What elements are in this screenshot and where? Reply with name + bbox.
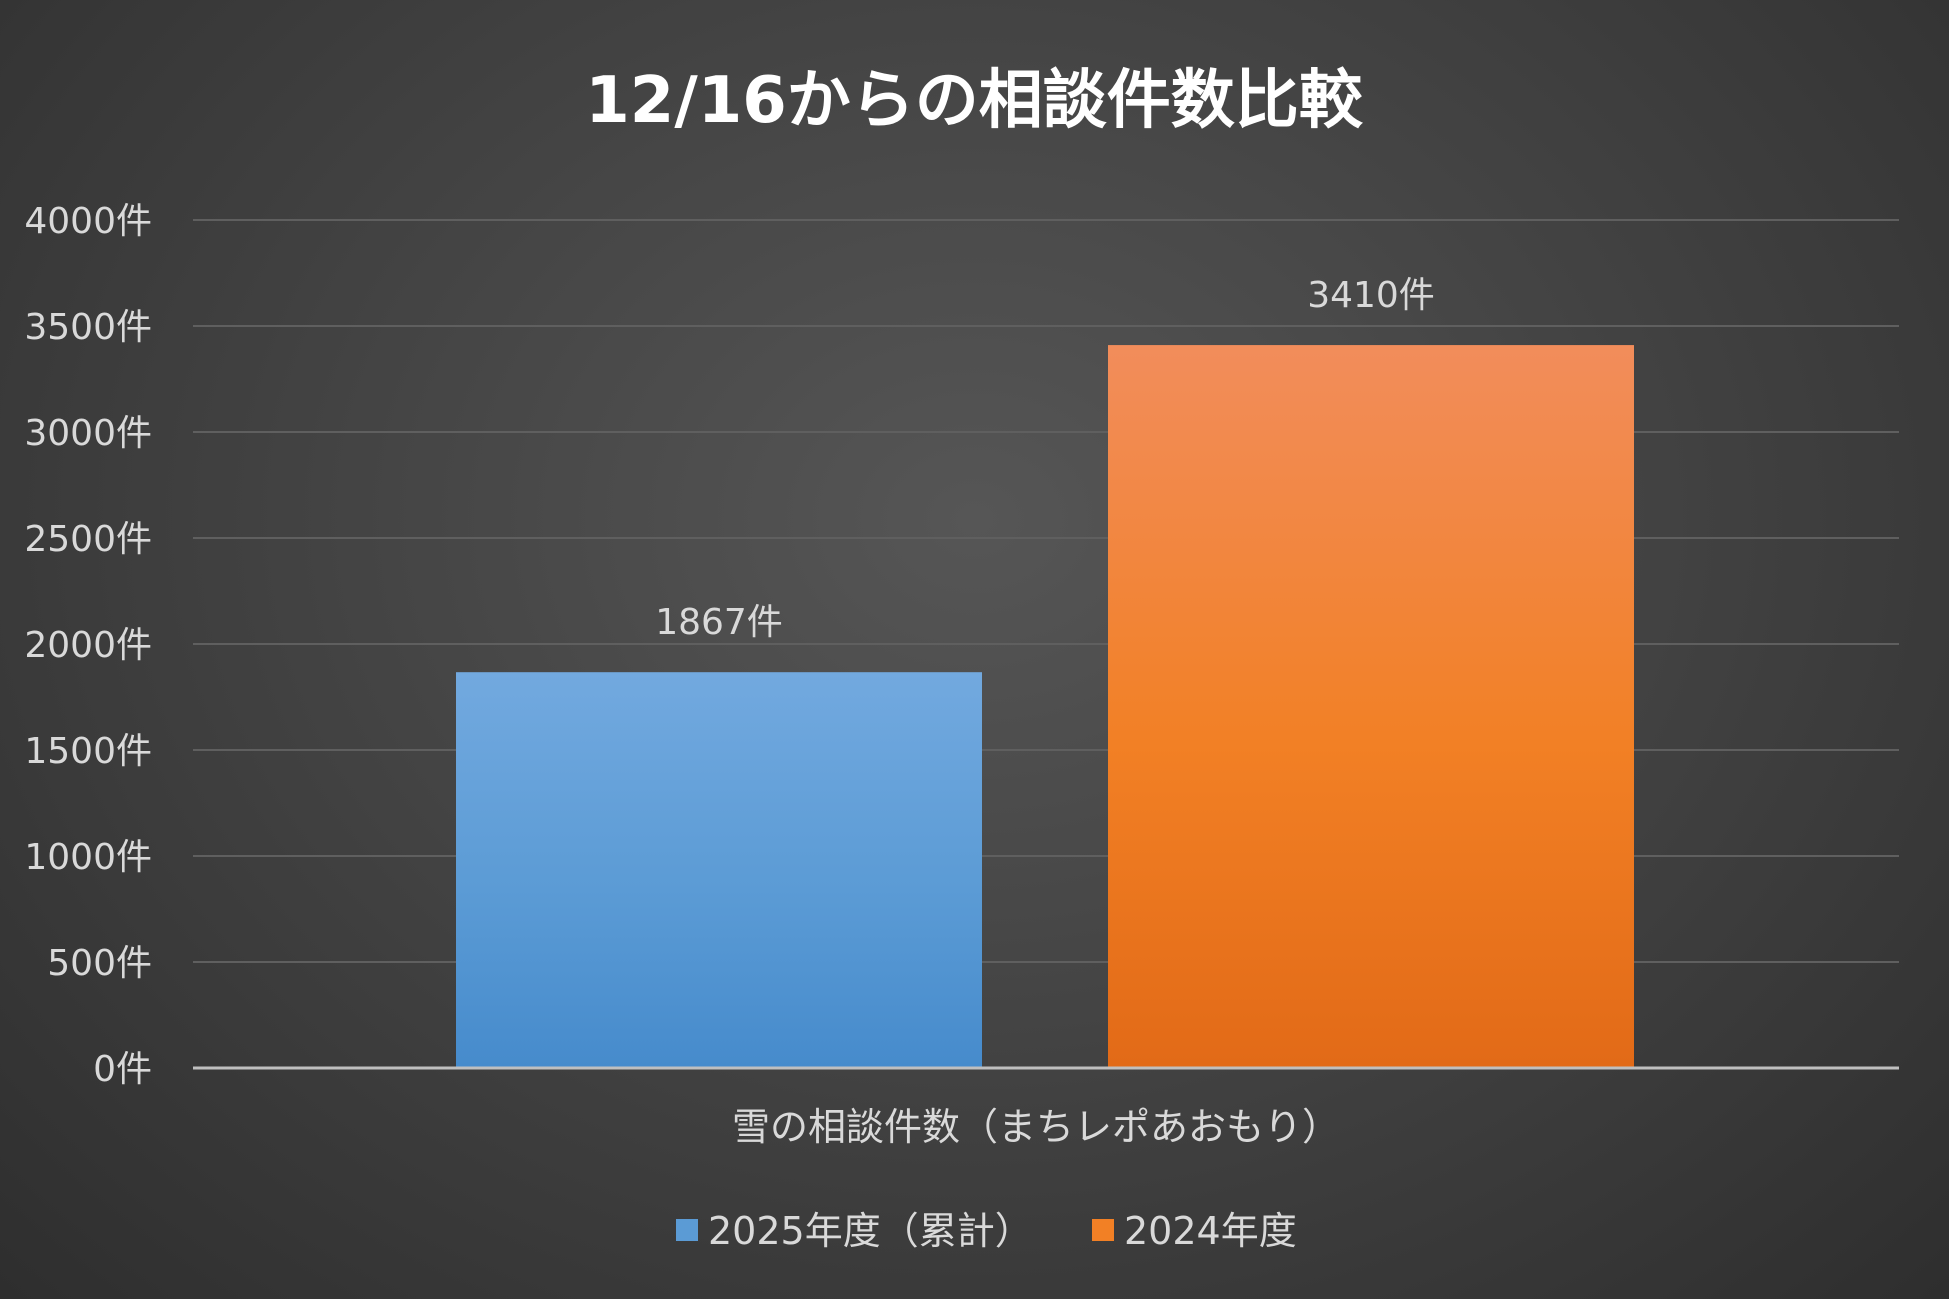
gridlines bbox=[193, 219, 1899, 963]
y-tick-label: 2000件 bbox=[24, 625, 152, 666]
data-label: 3410件 bbox=[1307, 275, 1435, 316]
y-tick-label: 3000件 bbox=[24, 413, 152, 454]
y-tick-label: 1500件 bbox=[24, 731, 152, 772]
y-axis: 0件 500件 1000件 1500件 2000件 2500件 3000件 3500件 4000… bbox=[24, 201, 152, 1090]
bar-1 bbox=[456, 672, 982, 1068]
legend-swatch bbox=[676, 1219, 698, 1241]
y-tick-label: 4000件 bbox=[24, 201, 152, 242]
legend: 2025年度（累計） 2024年度 bbox=[676, 1209, 1297, 1253]
y-tick-label: 3500件 bbox=[24, 307, 152, 348]
legend-label: 2024年度 bbox=[1124, 1209, 1297, 1253]
x-category-label: 雪の相談件数（まちレポあおもり） bbox=[732, 1105, 1340, 1149]
data-labels: 1867件 3410件 bbox=[655, 275, 1435, 643]
legend-swatch bbox=[1092, 1219, 1114, 1241]
bars bbox=[456, 345, 1634, 1069]
y-tick-label: 500件 bbox=[47, 943, 152, 984]
chart-title: 12/16からの相談件数比較 bbox=[585, 64, 1363, 138]
y-tick-label: 0件 bbox=[93, 1049, 152, 1090]
y-tick-label: 2500件 bbox=[24, 519, 152, 560]
bar-2 bbox=[1108, 345, 1634, 1069]
data-label: 1867件 bbox=[655, 602, 783, 643]
y-tick-label: 1000件 bbox=[24, 837, 152, 878]
legend-label: 2025年度（累計） bbox=[708, 1209, 1033, 1253]
